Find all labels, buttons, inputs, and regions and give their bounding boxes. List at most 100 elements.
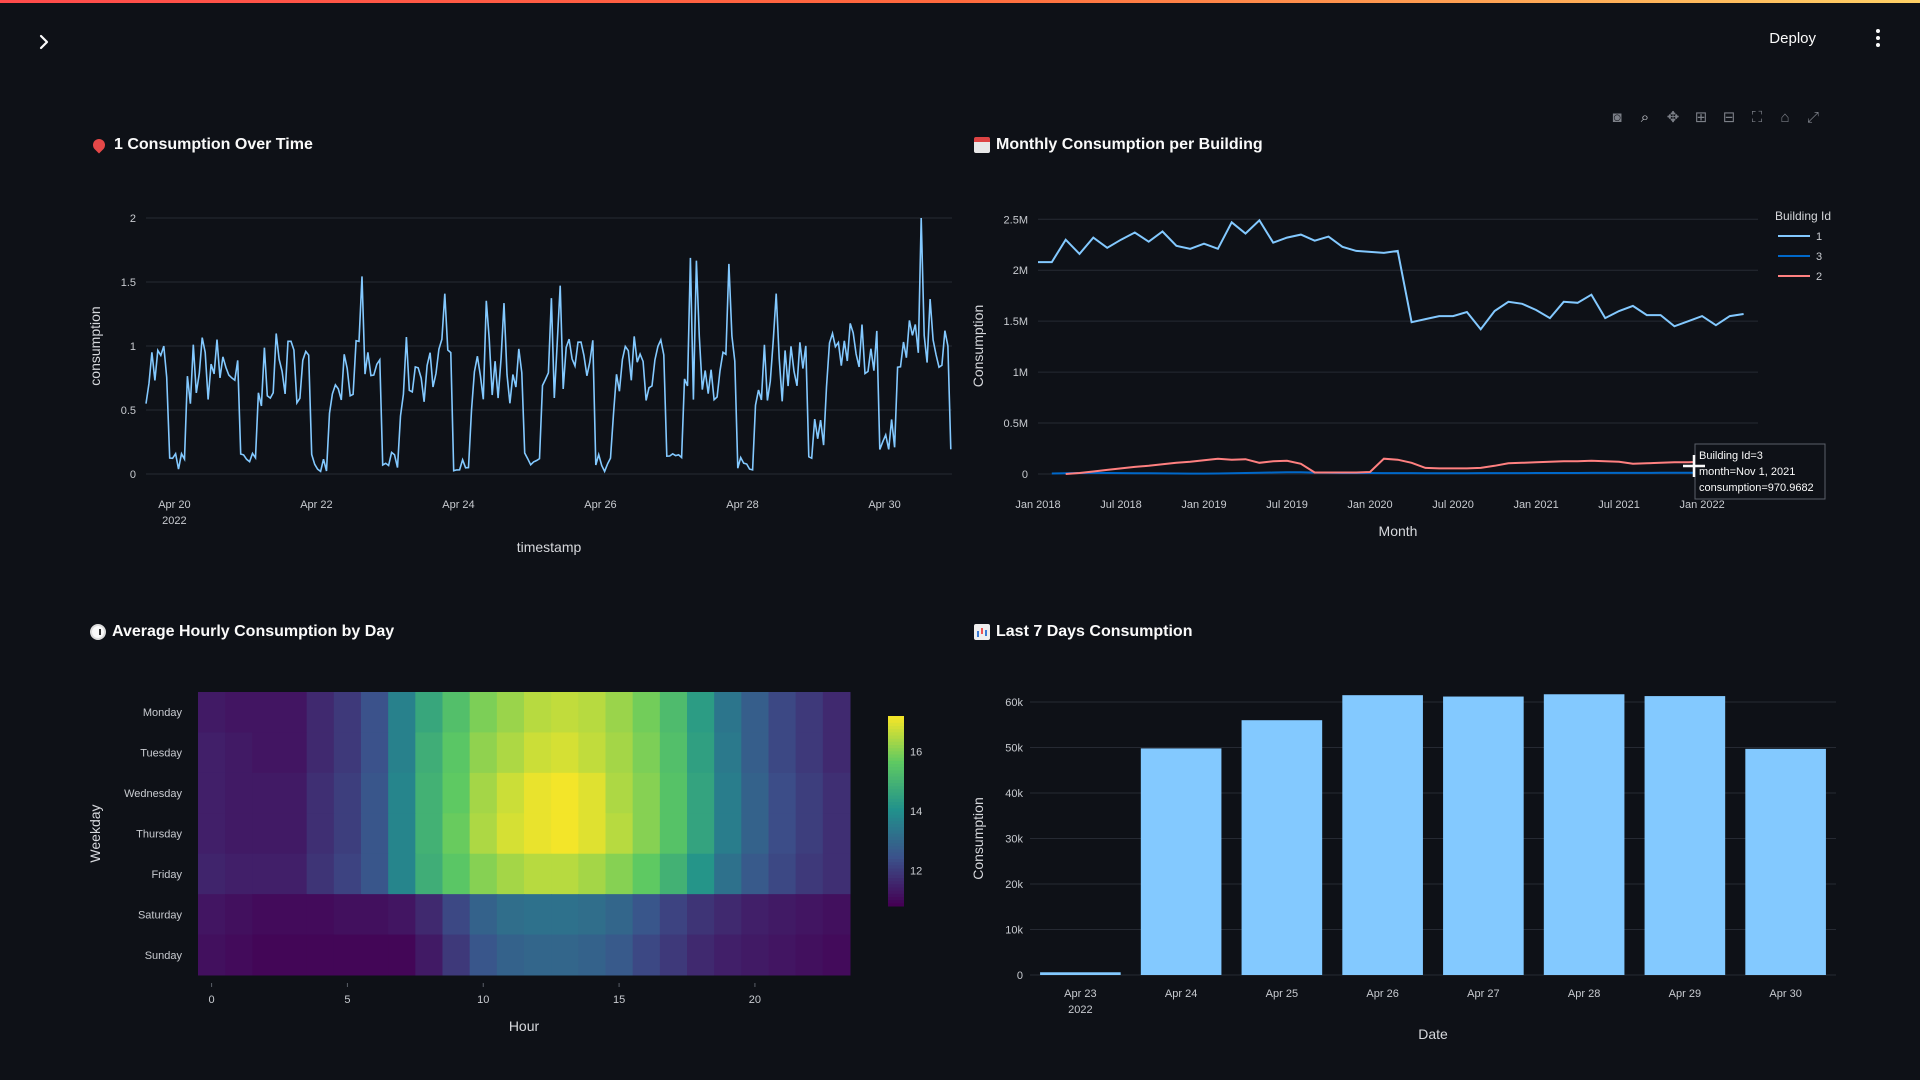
heatmap-cell[interactable] bbox=[306, 692, 335, 733]
heatmap-cell[interactable] bbox=[442, 813, 471, 855]
heatmap-cell[interactable] bbox=[361, 934, 389, 976]
heatmap-cell[interactable] bbox=[252, 934, 280, 976]
heatmap-cell[interactable] bbox=[795, 934, 824, 976]
heatmap-cell[interactable] bbox=[442, 894, 471, 936]
heatmap-cell[interactable] bbox=[578, 732, 606, 774]
heatmap-cell[interactable] bbox=[741, 813, 769, 855]
pan-icon[interactable]: ✥ bbox=[1666, 109, 1680, 126]
heatmap-cell[interactable] bbox=[333, 813, 362, 855]
heatmap-cell[interactable] bbox=[551, 692, 579, 733]
heatmap-cell[interactable] bbox=[768, 934, 797, 976]
heatmap-cell[interactable] bbox=[198, 853, 226, 895]
heatmap-cell[interactable] bbox=[415, 813, 443, 855]
heatmap-cell[interactable] bbox=[741, 853, 769, 895]
heatmap-cell[interactable] bbox=[496, 853, 525, 895]
zoom-in-icon[interactable]: ⊞ bbox=[1694, 109, 1708, 126]
heatmap-cell[interactable] bbox=[469, 732, 498, 774]
heatmap-cell[interactable] bbox=[306, 853, 335, 895]
heatmap-cell[interactable] bbox=[198, 732, 226, 774]
heatmap-cell[interactable] bbox=[333, 732, 362, 774]
heatmap-cell[interactable] bbox=[551, 934, 579, 976]
heatmap-cell[interactable] bbox=[551, 732, 579, 774]
heatmap-cell[interactable] bbox=[714, 692, 742, 733]
heatmap-cell[interactable] bbox=[822, 853, 851, 895]
heatmap-cell[interactable] bbox=[524, 732, 552, 774]
sidebar-toggle-button[interactable] bbox=[30, 28, 58, 56]
heatmap-cell[interactable] bbox=[605, 692, 634, 733]
heatmap-cell[interactable] bbox=[415, 772, 443, 814]
heatmap-cell[interactable] bbox=[741, 934, 769, 976]
heatmap-cell[interactable] bbox=[659, 894, 688, 936]
heatmap-cell[interactable] bbox=[469, 894, 498, 936]
heatmap-cell[interactable] bbox=[469, 813, 498, 855]
heatmap-cell[interactable] bbox=[741, 772, 769, 814]
heatmap-cell[interactable] bbox=[415, 853, 443, 895]
heatmap-cell[interactable] bbox=[551, 813, 579, 855]
heatmap-cell[interactable] bbox=[415, 934, 443, 976]
heatmap-cell[interactable] bbox=[578, 853, 606, 895]
heatmap-cell[interactable] bbox=[333, 692, 362, 733]
heatmap-cell[interactable] bbox=[822, 692, 851, 733]
heatmap-cell[interactable] bbox=[442, 772, 471, 814]
heatmap-cell[interactable] bbox=[687, 894, 715, 936]
heatmap-cell[interactable] bbox=[252, 772, 280, 814]
heatmap-cell[interactable] bbox=[442, 732, 471, 774]
heatmap-cell[interactable] bbox=[225, 894, 253, 936]
heatmap-cell[interactable] bbox=[524, 692, 552, 733]
heatmap-cell[interactable] bbox=[225, 732, 253, 774]
heatmap-cell[interactable] bbox=[632, 934, 661, 976]
heatmap-cell[interactable] bbox=[361, 692, 389, 733]
heatmap-cell[interactable] bbox=[632, 732, 661, 774]
heatmap-cell[interactable] bbox=[714, 813, 742, 855]
heatmap-cell[interactable] bbox=[306, 934, 335, 976]
heatmap-cell[interactable] bbox=[687, 813, 715, 855]
zoom-icon[interactable]: ⌕ bbox=[1640, 108, 1650, 126]
heatmap-cell[interactable] bbox=[306, 813, 335, 855]
heatmap-cell[interactable] bbox=[496, 772, 525, 814]
heatmap-cell[interactable] bbox=[388, 894, 416, 936]
zoom-out-icon[interactable]: ⊟ bbox=[1722, 109, 1736, 126]
heatmap-cell[interactable] bbox=[333, 894, 362, 936]
heatmap-cell[interactable] bbox=[252, 813, 280, 855]
heatmap-cell[interactable] bbox=[768, 813, 797, 855]
heatmap-cell[interactable] bbox=[333, 934, 362, 976]
heatmap-cell[interactable] bbox=[198, 772, 226, 814]
heatmap-cell[interactable] bbox=[795, 894, 824, 936]
heatmap-cell[interactable] bbox=[551, 853, 579, 895]
heatmap-cell[interactable] bbox=[225, 934, 253, 976]
heatmap-cell[interactable] bbox=[714, 934, 742, 976]
heatmap-cell[interactable] bbox=[741, 894, 769, 936]
heatmap-cell[interactable] bbox=[361, 894, 389, 936]
heatmap-cell[interactable] bbox=[524, 934, 552, 976]
bar[interactable] bbox=[1342, 695, 1423, 975]
heatmap-cell[interactable] bbox=[225, 853, 253, 895]
heatmap-cell[interactable] bbox=[442, 692, 471, 733]
heatmap-cell[interactable] bbox=[632, 692, 661, 733]
heatmap-cell[interactable] bbox=[225, 813, 253, 855]
heatmap-cell[interactable] bbox=[361, 772, 389, 814]
heatmap-cell[interactable] bbox=[279, 732, 308, 774]
heatmap-cell[interactable] bbox=[822, 894, 851, 936]
heatmap-cell[interactable] bbox=[469, 772, 498, 814]
heatmap-cell[interactable] bbox=[632, 894, 661, 936]
heatmap-cell[interactable] bbox=[225, 772, 253, 814]
heatmap-cell[interactable] bbox=[198, 894, 226, 936]
heatmap-cell[interactable] bbox=[714, 853, 742, 895]
heatmap-cell[interactable] bbox=[659, 853, 688, 895]
heatmap-cell[interactable] bbox=[524, 894, 552, 936]
heatmap-cell[interactable] bbox=[279, 853, 308, 895]
autoscale-icon[interactable]: ⛶ bbox=[1751, 108, 1763, 126]
heatmap-cell[interactable] bbox=[252, 732, 280, 774]
heatmap-cell[interactable] bbox=[442, 934, 471, 976]
heatmap-cell[interactable] bbox=[415, 732, 443, 774]
heatmap-cell[interactable] bbox=[578, 692, 606, 733]
heatmap-cell[interactable] bbox=[496, 692, 525, 733]
heatmap-cell[interactable] bbox=[632, 853, 661, 895]
heatmap-cell[interactable] bbox=[768, 894, 797, 936]
heatmap-cell[interactable] bbox=[605, 813, 634, 855]
heatmap-cell[interactable] bbox=[225, 692, 253, 733]
heatmap-cell[interactable] bbox=[252, 692, 280, 733]
home-icon[interactable]: ⌂ bbox=[1780, 108, 1790, 126]
heatmap-cell[interactable] bbox=[496, 813, 525, 855]
heatmap-cell[interactable] bbox=[795, 853, 824, 895]
